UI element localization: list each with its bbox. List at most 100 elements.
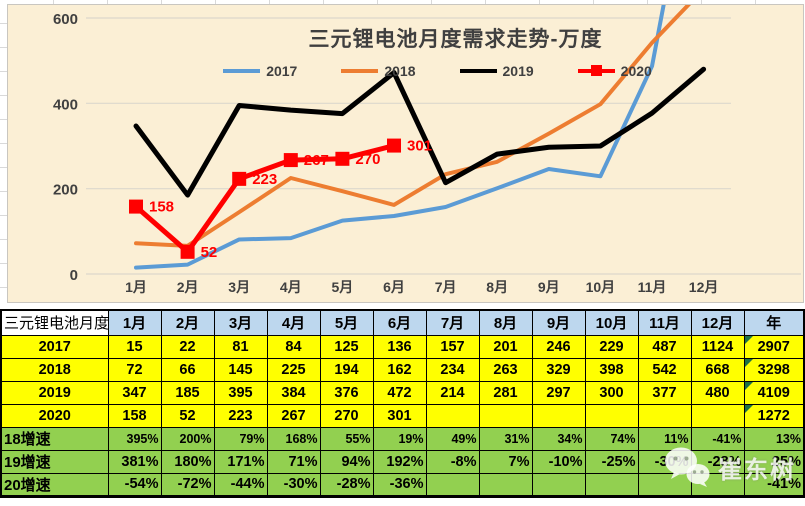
table-corner-header[interactable]: 三元锂电池月度	[0, 309, 109, 336]
cell-2018-11月[interactable]: 542	[637, 357, 692, 382]
cell-18增速-3月[interactable]: 79%	[213, 426, 268, 451]
row-label-18增速[interactable]: 18增速	[0, 426, 109, 451]
cell-2020-11月[interactable]	[637, 403, 692, 428]
row-label-2017[interactable]: 2017	[0, 334, 109, 359]
cell-2017-year-total[interactable]: 2907	[743, 334, 805, 359]
cell-2017-6月[interactable]: 136	[372, 334, 427, 359]
cell-18增速-9月[interactable]: 34%	[531, 426, 586, 451]
cell-2018-5月[interactable]: 194	[319, 357, 374, 382]
cell-2020-2月[interactable]: 52	[160, 403, 215, 428]
column-header-6月[interactable]: 6月	[372, 309, 427, 336]
cell-20增速-8月[interactable]	[478, 472, 533, 497]
cell-2017-12月[interactable]: 1124	[690, 334, 745, 359]
column-header-4月[interactable]: 4月	[266, 309, 321, 336]
column-header-5月[interactable]: 5月	[319, 309, 374, 336]
cell-20增速-6月[interactable]: -36%	[372, 472, 427, 497]
cell-2018-1月[interactable]: 72	[107, 357, 162, 382]
cell-2019-10月[interactable]: 300	[584, 380, 639, 405]
cell-2020-4月[interactable]: 267	[266, 403, 321, 428]
cell-18增速-6月[interactable]: 19%	[372, 426, 427, 451]
cell-2019-4月[interactable]: 384	[266, 380, 321, 405]
cell-2019-9月[interactable]: 297	[531, 380, 586, 405]
column-header-12月[interactable]: 12月	[690, 309, 745, 336]
cell-19增速-5月[interactable]: 94%	[319, 449, 374, 474]
cell-18增速-12月[interactable]: -41%	[690, 426, 745, 451]
cell-18增速-8月[interactable]: 31%	[478, 426, 533, 451]
column-header-8月[interactable]: 8月	[478, 309, 533, 336]
cell-2019-8月[interactable]: 281	[478, 380, 533, 405]
cell-2018-9月[interactable]: 329	[531, 357, 586, 382]
cell-20增速-2月[interactable]: -72%	[160, 472, 215, 497]
cell-2019-3月[interactable]: 395	[213, 380, 268, 405]
cell-2018-10月[interactable]: 398	[584, 357, 639, 382]
cell-19增速-4月[interactable]: 71%	[266, 449, 321, 474]
column-header-年[interactable]: 年	[743, 309, 805, 336]
column-header-11月[interactable]: 11月	[637, 309, 692, 336]
cell-20增速-11月[interactable]	[637, 472, 692, 497]
column-header-3月[interactable]: 3月	[213, 309, 268, 336]
cell-2017-8月[interactable]: 201	[478, 334, 533, 359]
row-label-20增速[interactable]: 20增速	[0, 472, 109, 497]
cell-2017-11月[interactable]: 487	[637, 334, 692, 359]
cell-18增速-10月[interactable]: 74%	[584, 426, 639, 451]
column-header-9月[interactable]: 9月	[531, 309, 586, 336]
cell-2018-2月[interactable]: 66	[160, 357, 215, 382]
cell-2018-3月[interactable]: 145	[213, 357, 268, 382]
cell-20增速-3月[interactable]: -44%	[213, 472, 268, 497]
cell-19增速-3月[interactable]: 171%	[213, 449, 268, 474]
cell-2017-1月[interactable]: 15	[107, 334, 162, 359]
cell-2019-2月[interactable]: 185	[160, 380, 215, 405]
cell-2020-3月[interactable]: 223	[213, 403, 268, 428]
cell-2017-10月[interactable]: 229	[584, 334, 639, 359]
cell-2020-10月[interactable]	[584, 403, 639, 428]
cell-2018-4月[interactable]: 225	[266, 357, 321, 382]
column-header-2月[interactable]: 2月	[160, 309, 215, 336]
cell-2020-1月[interactable]: 158	[107, 403, 162, 428]
cell-20增速-12月[interactable]	[690, 472, 745, 497]
cell-2018-year-total[interactable]: 3298	[743, 357, 805, 382]
cell-2019-12月[interactable]: 480	[690, 380, 745, 405]
row-label-19增速[interactable]: 19增速	[0, 449, 109, 474]
cell-19增速-11月[interactable]: -30%	[637, 449, 692, 474]
cell-19增速-7月[interactable]: -8%	[425, 449, 480, 474]
cell-18增速-5月[interactable]: 55%	[319, 426, 374, 451]
cell-2019-year-total[interactable]: 4109	[743, 380, 805, 405]
cell-20增速-7月[interactable]	[425, 472, 480, 497]
cell-2020-9月[interactable]	[531, 403, 586, 428]
cell-18增速-1月[interactable]: 395%	[107, 426, 162, 451]
cell-2020-7月[interactable]	[425, 403, 480, 428]
cell-2019-5月[interactable]: 376	[319, 380, 374, 405]
cell-2018-7月[interactable]: 234	[425, 357, 480, 382]
row-label-2019[interactable]: 2019	[0, 380, 109, 405]
cell-2020-8月[interactable]	[478, 403, 533, 428]
cell-2020-6月[interactable]: 301	[372, 403, 427, 428]
cell-2019-1月[interactable]: 347	[107, 380, 162, 405]
row-label-2018[interactable]: 2018	[0, 357, 109, 382]
cell-20增速-1月[interactable]: -54%	[107, 472, 162, 497]
cell-18增速-year-total[interactable]: 13%	[743, 426, 805, 451]
cell-18增速-7月[interactable]: 49%	[425, 426, 480, 451]
cell-2019-7月[interactable]: 214	[425, 380, 480, 405]
column-header-10月[interactable]: 10月	[584, 309, 639, 336]
column-header-7月[interactable]: 7月	[425, 309, 480, 336]
cell-2020-5月[interactable]: 270	[319, 403, 374, 428]
cell-20增速-5月[interactable]: -28%	[319, 472, 374, 497]
cell-2018-12月[interactable]: 668	[690, 357, 745, 382]
cell-2017-7月[interactable]: 157	[425, 334, 480, 359]
row-label-2020[interactable]: 2020	[0, 403, 109, 428]
cell-2017-9月[interactable]: 246	[531, 334, 586, 359]
cell-20增速-year-total[interactable]: -41%	[743, 472, 805, 497]
cell-20增速-4月[interactable]: -30%	[266, 472, 321, 497]
cell-19增速-8月[interactable]: 7%	[478, 449, 533, 474]
cell-2018-6月[interactable]: 162	[372, 357, 427, 382]
cell-18增速-2月[interactable]: 200%	[160, 426, 215, 451]
cell-19增速-1月[interactable]: 381%	[107, 449, 162, 474]
cell-19增速-9月[interactable]: -10%	[531, 449, 586, 474]
cell-19增速-6月[interactable]: 192%	[372, 449, 427, 474]
cell-2019-11月[interactable]: 377	[637, 380, 692, 405]
cell-19增速-10月[interactable]: -25%	[584, 449, 639, 474]
cell-19增速-2月[interactable]: 180%	[160, 449, 215, 474]
cell-20增速-10月[interactable]	[584, 472, 639, 497]
cell-2017-2月[interactable]: 22	[160, 334, 215, 359]
cell-2020-year-total[interactable]: 1272	[743, 403, 805, 428]
